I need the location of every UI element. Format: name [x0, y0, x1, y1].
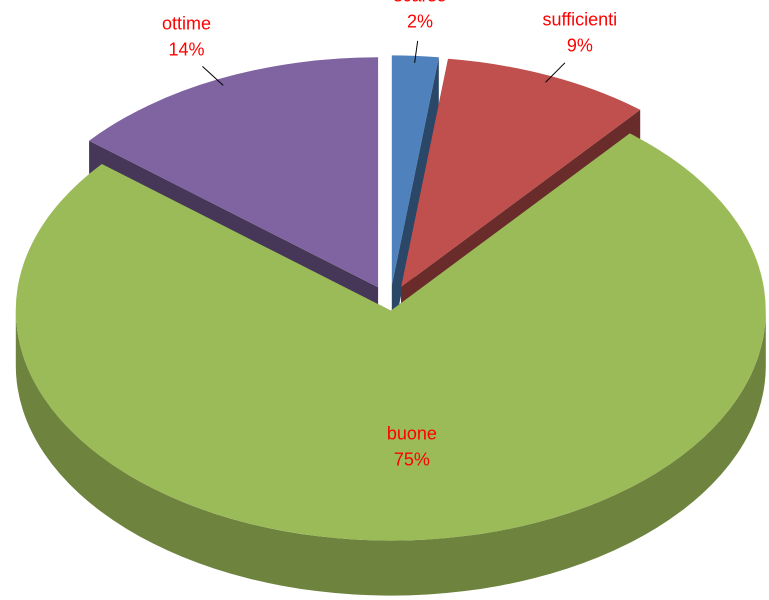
slice	[15, 133, 766, 541]
data-label-name: scarse	[394, 0, 447, 6]
data-label-name: ottime	[162, 13, 211, 33]
data-label: 75%	[394, 450, 430, 470]
slice	[89, 57, 379, 288]
slice	[401, 58, 641, 287]
leader-line	[545, 62, 566, 83]
leader-line	[414, 40, 419, 63]
slice	[391, 55, 439, 286]
data-label: 14%	[168, 39, 204, 59]
data-label: 2%	[407, 12, 433, 32]
data-label: 9%	[567, 35, 593, 55]
slice-wall	[391, 57, 439, 341]
slice-side	[15, 310, 766, 596]
data-label-name: sufficienti	[542, 9, 617, 29]
data-label-name: buone	[387, 424, 437, 444]
leader-line	[202, 65, 224, 86]
